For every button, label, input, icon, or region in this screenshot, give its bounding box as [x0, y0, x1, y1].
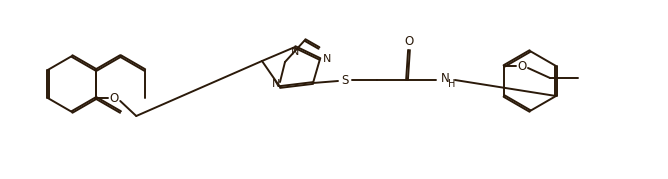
Text: N: N [441, 71, 450, 84]
Text: H: H [448, 79, 456, 89]
Text: O: O [404, 35, 413, 47]
Text: S: S [341, 74, 349, 86]
Text: N: N [323, 54, 331, 64]
Text: O: O [110, 91, 119, 105]
Text: N: N [272, 79, 280, 89]
Text: O: O [518, 59, 526, 72]
Text: N: N [291, 47, 299, 57]
